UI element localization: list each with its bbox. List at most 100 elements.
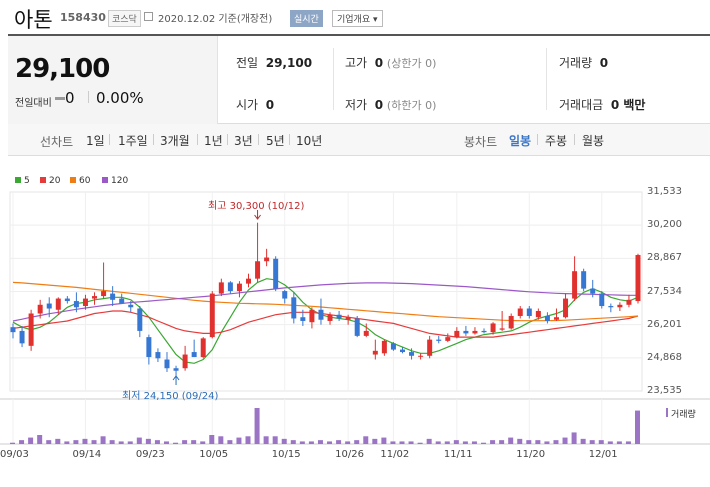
candle-body <box>372 350 378 355</box>
tab-monthly[interactable]: 월봉 <box>582 134 605 148</box>
volume-bar <box>154 440 160 444</box>
legend-swatch <box>70 177 76 183</box>
volume-bar <box>109 440 115 444</box>
volume-bar <box>453 440 459 444</box>
tab-1d[interactable]: 1일 <box>86 134 105 148</box>
tab-10y[interactable]: 10년 <box>296 134 323 148</box>
candle-body <box>354 318 360 336</box>
legend-label: 120 <box>111 176 129 186</box>
volume-bar <box>372 438 378 444</box>
candle-body <box>427 339 433 356</box>
volume-bar <box>272 436 278 444</box>
tab-1y[interactable]: 1년 <box>204 134 223 148</box>
tab-3y[interactable]: 3년 <box>234 134 253 148</box>
candle-body <box>300 317 306 321</box>
candle-body <box>445 337 451 341</box>
candle-body <box>19 330 25 344</box>
candle-chart-label: 봉차트 <box>464 135 498 149</box>
tab-weekly[interactable]: 주봉 <box>545 134 568 148</box>
volume-bar <box>553 440 559 444</box>
volume-bar <box>308 441 314 444</box>
candle-body <box>92 296 98 299</box>
volume-bar <box>444 441 450 444</box>
tab-5y[interactable]: 5년 <box>266 134 285 148</box>
divider <box>109 134 110 145</box>
candle-body <box>264 257 270 262</box>
candle-body <box>553 317 559 320</box>
candle-body <box>10 327 16 333</box>
market-badge: 코스닥 <box>108 10 141 27</box>
line-chart-label: 선차트 <box>40 135 74 149</box>
candle-body <box>227 282 233 292</box>
volume-bar <box>327 441 333 444</box>
volume-bar <box>435 441 441 444</box>
volume-bar <box>55 438 61 444</box>
divider <box>153 134 154 145</box>
candle-body <box>608 306 614 308</box>
x-tick-label: 10/05 <box>199 449 229 460</box>
y-tick-label: 30,200 <box>647 219 682 231</box>
volume-bar <box>10 442 15 444</box>
y-tick-label: 31,533 <box>647 186 682 197</box>
y-tick-label: 24,868 <box>647 351 682 363</box>
chart-tabs: 선차트 1일 1주일 3개월 1년 3년 5년 10년 봉차트 일봉 주봉 월봉 <box>8 124 710 156</box>
candle-body <box>572 271 578 299</box>
volume-bar <box>544 441 550 444</box>
candle-body <box>236 283 242 292</box>
change-value: 0 <box>65 89 75 107</box>
candle-body <box>517 308 523 316</box>
candle-body <box>128 304 134 308</box>
x-tick-label: 10/26 <box>335 449 364 460</box>
tab-daily[interactable]: 일봉 <box>509 134 532 148</box>
volume-bar <box>462 441 468 444</box>
volume-bar <box>82 438 88 444</box>
candle-body <box>381 340 387 354</box>
candle-body <box>101 291 107 297</box>
stock-name: 아톤 <box>14 8 53 32</box>
legend-item-120: 120 <box>102 176 128 186</box>
volume-bar <box>490 440 496 444</box>
current-price: 29,100 <box>15 54 110 84</box>
tab-1w[interactable]: 1주일 <box>118 134 148 148</box>
ma-line-20 <box>12 310 639 338</box>
candle-body <box>209 293 215 338</box>
realtime-button[interactable]: 실시간 <box>290 10 323 27</box>
candle-body <box>318 309 324 320</box>
x-tick-label: 09/23 <box>135 449 165 460</box>
high-arrow-head <box>254 214 261 220</box>
volume-bar <box>218 436 224 444</box>
candle-body <box>535 311 541 318</box>
change-percent: 0.00% <box>96 89 144 107</box>
candle-body <box>390 343 396 350</box>
divider <box>574 134 575 145</box>
volume-bar <box>499 440 505 444</box>
candle-body <box>191 352 197 358</box>
volume-bar <box>191 440 197 444</box>
candle-body <box>282 291 288 299</box>
candle-body <box>146 337 152 358</box>
volume-bar <box>64 441 70 444</box>
company-info-label: 기업개요 <box>337 15 371 25</box>
x-tick-label: 11/11 <box>443 449 473 460</box>
volume-bar <box>46 440 52 444</box>
volume-legend-swatch <box>666 408 668 417</box>
candle-body <box>28 313 34 346</box>
volume-bar <box>417 442 423 444</box>
volume-bar <box>290 440 296 444</box>
volume-bar <box>19 440 25 444</box>
candle-body <box>309 309 315 323</box>
legend-label: 20 <box>49 176 61 186</box>
volume-bar <box>571 432 577 444</box>
legend-item-20: 20 <box>40 176 60 186</box>
company-info-dropdown[interactable]: 기업개요 ▾ <box>332 10 383 27</box>
candle-body <box>590 288 596 294</box>
volume-bar <box>37 435 43 444</box>
tab-3m[interactable]: 3개월 <box>160 134 190 148</box>
volume-bar <box>345 441 351 444</box>
volume-bar <box>598 440 604 444</box>
candle-body <box>409 352 415 356</box>
x-tick-label: 11/20 <box>516 449 546 460</box>
candle-body <box>526 308 532 316</box>
volume-bar <box>481 442 487 444</box>
candle-body <box>481 330 487 333</box>
